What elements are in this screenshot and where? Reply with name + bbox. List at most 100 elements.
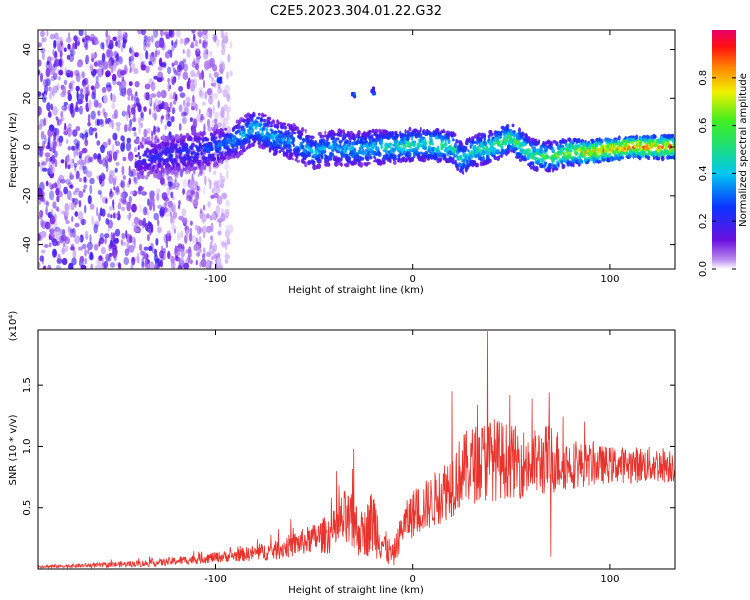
ridge-blob [647, 155, 651, 161]
noise-blob [168, 30, 173, 38]
ridge-blob [304, 162, 308, 168]
ridge-blob [411, 135, 414, 141]
noise-blob [59, 50, 63, 58]
ridge-blob [299, 131, 304, 136]
ridge-blob [639, 139, 643, 146]
colorbar-label: Normalized spectral amplitude [738, 73, 749, 227]
noise-blob [84, 132, 89, 138]
noise-blob [61, 234, 67, 242]
noise-blob [129, 119, 133, 127]
noise-blob [79, 88, 84, 94]
noise-blob [120, 180, 126, 189]
noise-blob [67, 225, 70, 233]
noise-blob [191, 30, 196, 34]
ridge-blob [597, 156, 600, 161]
ridge-blob [426, 157, 430, 161]
noise-blob [157, 219, 160, 227]
ridge-blob [259, 118, 263, 123]
noise-blob [65, 155, 70, 165]
noise-blob [77, 246, 84, 251]
noise-blob [82, 166, 86, 171]
ridge-blob [360, 156, 365, 161]
noise-blob [135, 97, 140, 106]
noise-blob [108, 59, 112, 69]
noise-blob [189, 117, 193, 122]
ridge-blob [211, 146, 214, 151]
ridge-blob [405, 157, 409, 162]
noise-blob [54, 221, 58, 231]
ridge-blob [493, 156, 498, 161]
noise-blob [52, 144, 56, 154]
noise-blob [53, 52, 58, 59]
ridge-blob [374, 156, 377, 160]
ridge-blob [377, 151, 382, 157]
noise-blob [226, 169, 229, 180]
noise-blob [51, 229, 57, 238]
ridge-blob [204, 156, 208, 161]
ridge-blob [483, 134, 486, 139]
noise-blob [213, 92, 218, 100]
noise-blob [41, 51, 45, 61]
noise-blob [118, 33, 124, 38]
ridge-blob [141, 165, 143, 171]
ridge-blob [190, 151, 193, 156]
ridge-blob [408, 144, 412, 149]
ridge-blob [292, 143, 295, 147]
noise-blob [69, 228, 75, 234]
ridge-blob [357, 130, 361, 136]
ridge-blob [262, 118, 267, 123]
ridge-blob [454, 148, 457, 152]
noise-blob [90, 110, 96, 120]
ridge-blob [316, 142, 320, 146]
noise-blob [125, 141, 132, 152]
ridge-blob [172, 165, 175, 169]
noise-blob [45, 221, 51, 230]
noise-blob [180, 230, 184, 239]
noise-blob [134, 256, 141, 262]
noise-blob [186, 189, 192, 199]
ridge-blob [190, 142, 196, 148]
noise-blob [170, 215, 174, 224]
noise-blob [43, 117, 47, 127]
noise-blob [109, 193, 113, 200]
ridge-blob [451, 138, 455, 142]
noise-blob [138, 185, 143, 195]
ridge-blob [137, 152, 140, 156]
noise-blob [157, 66, 163, 71]
ridge-blob [140, 144, 144, 147]
noise-blob [172, 67, 177, 74]
ridge-blob [324, 130, 327, 136]
ridge-blob [522, 157, 528, 162]
noise-blob [122, 40, 126, 49]
noise-blob [132, 117, 137, 123]
noise-blob [161, 115, 165, 120]
ridge-blob [247, 143, 252, 149]
x-tick-label: 0 [410, 574, 416, 585]
noise-blob [112, 199, 115, 208]
noise-blob [205, 225, 212, 233]
ridge-blob [248, 138, 251, 144]
ridge-blob [499, 154, 504, 158]
noise-blob [220, 88, 223, 93]
ridge-blob [390, 130, 395, 137]
isolated-feature [352, 92, 356, 97]
noise-blob [202, 204, 206, 211]
ridge-blob [185, 164, 188, 170]
noise-blob [70, 47, 74, 57]
noise-blob [160, 89, 167, 99]
ridge-blob [646, 135, 651, 140]
noise-blob [147, 35, 151, 43]
ridge-blob [512, 132, 516, 138]
noise-blob [116, 125, 121, 132]
noise-blob [98, 212, 101, 222]
noise-blob [102, 174, 106, 180]
ridge-blob [214, 136, 218, 140]
ridge-blob [288, 138, 291, 142]
noise-blob [221, 33, 224, 42]
noise-blob [70, 232, 73, 238]
noise-blob [224, 258, 229, 264]
noise-blob [92, 72, 96, 78]
noise-blob [131, 203, 137, 213]
noise-blob [118, 262, 121, 268]
ridge-blob [164, 142, 167, 147]
